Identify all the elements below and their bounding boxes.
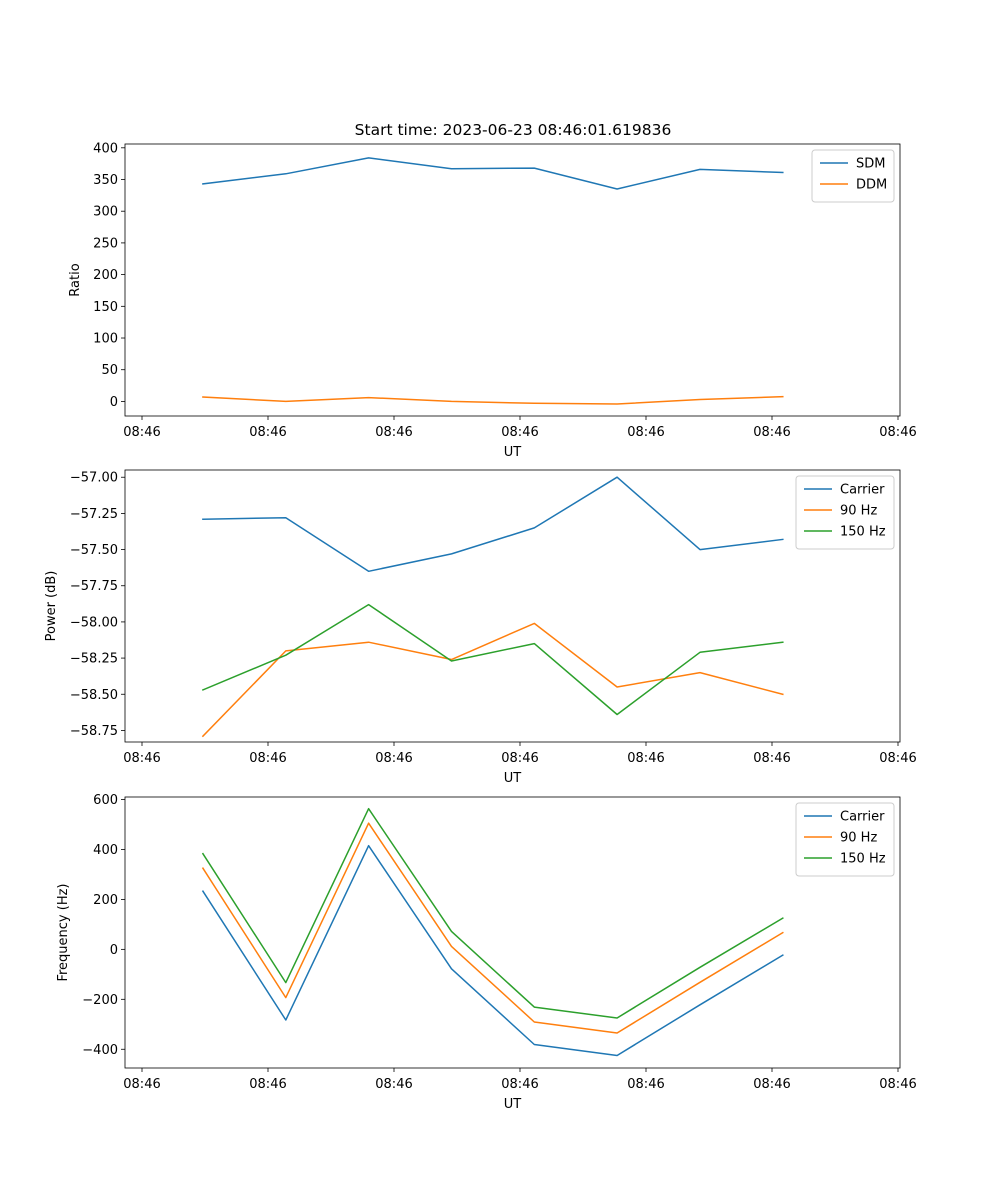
series-line-90-hz [201, 822, 784, 1034]
y-tick-label: 350 [93, 173, 118, 188]
legend-entry: 150 Hz [840, 852, 886, 867]
series-line-carrier [201, 844, 784, 1057]
x-tick-label: 08:46 [879, 425, 916, 440]
y-tick-label: 50 [101, 363, 118, 378]
legend: Carrier 90 Hz 150 Hz [795, 802, 895, 877]
axes-frame [124, 796, 901, 1069]
x-tick-label: 08:46 [753, 1077, 790, 1092]
x-tick-label: 08:46 [879, 751, 916, 766]
x-tick-label: 08:46 [375, 751, 412, 766]
x-axis-label: UT [504, 771, 522, 786]
y-axis-label: Power (dB) [44, 571, 59, 642]
legend-entry: SDM [856, 157, 885, 172]
y-tick-label: −57.25 [70, 507, 118, 522]
x-tick-label: 08:46 [627, 425, 664, 440]
x-tick-label: 08:46 [249, 425, 286, 440]
x-tick-label: 08:46 [501, 751, 538, 766]
series-line-90-hz [201, 622, 784, 738]
y-tick-label: 0 [110, 943, 118, 958]
x-tick-label: 08:46 [123, 425, 160, 440]
x-axis-label: UT [504, 445, 522, 460]
y-tick-label: 600 [93, 793, 118, 808]
x-tick-label: 08:46 [249, 751, 286, 766]
y-tick-label: 250 [93, 236, 118, 251]
x-tick-label: 08:46 [375, 1077, 412, 1092]
y-tick-label: 400 [93, 141, 118, 156]
x-tick-label: 08:46 [123, 751, 160, 766]
y-tick-label: −58.00 [70, 615, 118, 630]
series-line-150-hz [201, 807, 784, 1019]
legend: Carrier 90 Hz 150 Hz [795, 475, 895, 550]
chart-panel-2: 08:46 08:46 08:46 08:46 08:46 08:46 08:46 −58.7… [44, 469, 917, 786]
legend-entry: Carrier [840, 810, 885, 825]
y-tick-label: 100 [93, 332, 118, 347]
legend-entry: 90 Hz [840, 504, 877, 519]
x-tick-label: 08:46 [501, 1077, 538, 1092]
x-tick-label: 08:46 [627, 1077, 664, 1092]
y-tick-label: −57.50 [70, 543, 118, 558]
y-tick-label: 200 [93, 893, 118, 908]
axes-frame [124, 143, 901, 417]
figure-title: Start time: 2023-06-23 08:46:01.619836 [355, 121, 672, 139]
y-tick-label: −58.25 [70, 652, 118, 667]
x-tick-label: 08:46 [753, 425, 790, 440]
x-axis-label: UT [504, 1097, 522, 1112]
legend-entry: Carrier [840, 483, 885, 498]
series-line-150-hz [201, 603, 784, 716]
x-tick-label: 08:46 [249, 1077, 286, 1092]
x-tick-label: 08:46 [627, 751, 664, 766]
legend-entry: 90 Hz [840, 831, 877, 846]
y-tick-label: −58.50 [70, 688, 118, 703]
y-tick-label: 400 [93, 843, 118, 858]
y-tick-label: 200 [93, 268, 118, 283]
y-axis-label: Frequency (Hz) [56, 883, 71, 981]
legend-entry: 150 Hz [840, 525, 886, 540]
y-tick-label: 300 [93, 205, 118, 220]
y-tick-label: −57.00 [70, 471, 118, 486]
y-tick-label: 150 [93, 300, 118, 315]
y-tick-label: −57.75 [70, 579, 118, 594]
x-tick-label: 08:46 [123, 1077, 160, 1092]
x-tick-label: 08:46 [879, 1077, 916, 1092]
axes-frame [124, 469, 901, 743]
series-line-carrier [202, 476, 784, 573]
series-line-sdm [202, 157, 784, 190]
y-tick-label: −58.75 [70, 724, 118, 739]
y-tick-label: 0 [110, 395, 118, 410]
legend: SDM DDM [811, 149, 895, 203]
x-tick-label: 08:46 [375, 425, 412, 440]
x-tick-label: 08:46 [501, 425, 538, 440]
x-tick-label: 08:46 [753, 751, 790, 766]
series-line-ddm [202, 395, 784, 405]
y-tick-label: −200 [82, 993, 118, 1008]
y-tick-label: −400 [82, 1043, 118, 1058]
y-axis-label: Ratio [68, 263, 83, 296]
chart-panel-3: 08:46 08:46 08:46 08:46 08:46 08:46 08:46 −400 −… [56, 793, 917, 1112]
legend-entry: DDM [856, 178, 887, 193]
chart-panel-1: 08:46 08:46 08:46 08:46 08:46 08:46 08:46 0 50 10… [68, 141, 917, 460]
